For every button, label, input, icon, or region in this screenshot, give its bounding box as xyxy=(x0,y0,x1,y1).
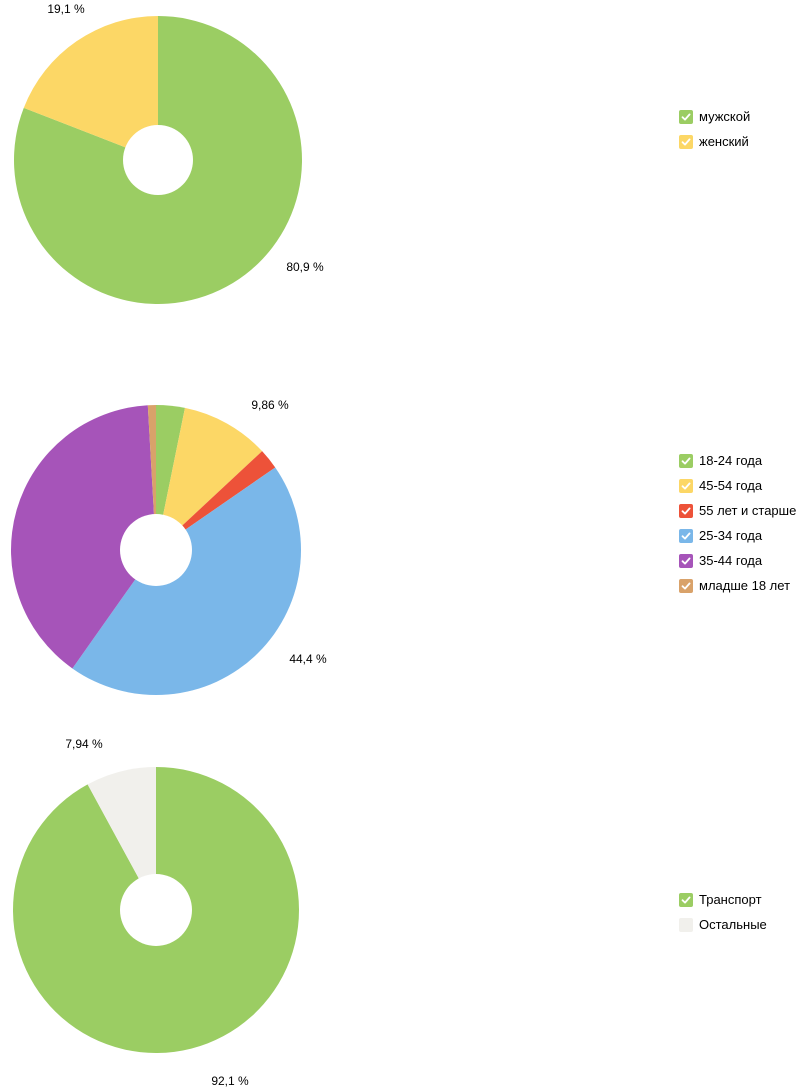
donut-hole xyxy=(120,874,192,946)
legend-checkbox[interactable] xyxy=(679,918,693,932)
legend-checkbox[interactable] xyxy=(679,504,693,518)
legend-item-35-44-года[interactable]: 35-44 года xyxy=(679,554,796,579)
pie-slice-остальные[interactable] xyxy=(87,766,156,910)
legend-item-55-лет-и-старше[interactable]: 55 лет и старше xyxy=(679,504,796,529)
legend-checkbox[interactable] xyxy=(679,893,693,907)
check-icon xyxy=(681,457,691,465)
legend-checkbox[interactable] xyxy=(679,110,693,124)
legend-checkbox[interactable] xyxy=(679,529,693,543)
check-icon xyxy=(681,557,691,565)
data-label-45-54-года: 9,86 % xyxy=(251,398,289,412)
legend-label: 18-24 года xyxy=(699,453,763,468)
donut-hole xyxy=(123,125,193,195)
pie-slice-младше-18-лет[interactable] xyxy=(147,405,156,550)
legend-label: женский xyxy=(699,134,749,149)
legend-item-младше-18-лет[interactable]: младше 18 лет xyxy=(679,579,796,604)
legend-label: 45-54 года xyxy=(699,478,763,493)
legend-checkbox[interactable] xyxy=(679,579,693,593)
pie-slice-45-54-года[interactable] xyxy=(156,407,263,550)
legend-label: 55 лет и старше xyxy=(699,503,797,518)
pie-slice-женский[interactable] xyxy=(23,16,159,160)
data-label-25-34-года: 44,4 % xyxy=(289,652,327,666)
pie-chart-2: 9,86 % 44,4 % xyxy=(10,398,327,696)
legend-item-25-34-года[interactable]: 25-34 года xyxy=(679,529,796,554)
legend-label: мужской xyxy=(699,109,751,124)
pie-slice-25-34-года[interactable] xyxy=(72,467,302,696)
data-label-женский: 19,1 % xyxy=(47,2,85,16)
legend-item-18-24-года[interactable]: 18-24 года xyxy=(679,454,796,479)
legend-item-женский[interactable]: женский xyxy=(679,135,750,160)
legend-gender: мужской женский xyxy=(679,110,750,160)
check-icon xyxy=(681,582,691,590)
donut-hole xyxy=(120,514,192,586)
legend-label: 35-44 года xyxy=(699,553,763,568)
legend-checkbox[interactable] xyxy=(679,454,693,468)
pie-slice-55-лет-и-старше[interactable] xyxy=(156,451,276,550)
check-icon xyxy=(681,507,691,515)
check-icon xyxy=(681,532,691,540)
pie-chart-3: 92,1 % 7,94 % xyxy=(12,737,299,1088)
pie-slice-35-44-года[interactable] xyxy=(10,405,156,669)
check-icon xyxy=(681,138,691,146)
legend-item-45-54-года[interactable]: 45-54 года xyxy=(679,479,796,504)
legend-checkbox[interactable] xyxy=(679,479,693,493)
legend-item-остальные[interactable]: Остальные xyxy=(679,918,767,943)
legend-label: Транспорт xyxy=(699,892,762,907)
legend-label: 25-34 года xyxy=(699,528,763,543)
legend-item-транспорт[interactable]: Транспорт xyxy=(679,893,767,918)
legend-label: младше 18 лет xyxy=(699,578,791,593)
legend-checkbox[interactable] xyxy=(679,135,693,149)
legend-checkbox[interactable] xyxy=(679,554,693,568)
pie-chart-1: 80,9 % 19,1 % xyxy=(13,2,324,304)
legend-item-мужской[interactable]: мужской xyxy=(679,110,750,135)
legend-label: Остальные xyxy=(699,917,767,932)
pie-slice-18-24-года[interactable] xyxy=(156,405,185,550)
legend-age: 18-24 года 45-54 года 55 лет и старше 25-34… xyxy=(679,454,796,604)
check-icon xyxy=(681,896,691,904)
data-label-транспорт: 92,1 % xyxy=(211,1074,249,1088)
data-label-остальные: 7,94 % xyxy=(65,737,103,751)
check-icon xyxy=(681,113,691,121)
data-label-мужской: 80,9 % xyxy=(286,260,324,274)
check-icon xyxy=(681,482,691,490)
legend-interests: Транспорт Остальные xyxy=(679,893,767,943)
